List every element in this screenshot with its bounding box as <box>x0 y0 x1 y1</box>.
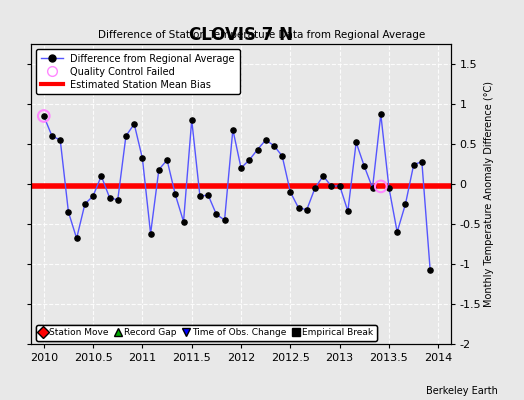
Point <box>122 133 130 139</box>
Y-axis label: Monthly Temperature Anomaly Difference (°C): Monthly Temperature Anomaly Difference (… <box>484 81 494 307</box>
Point <box>368 185 377 191</box>
Point <box>237 165 245 171</box>
Point <box>163 157 171 163</box>
Point <box>81 201 89 207</box>
Point <box>360 163 368 170</box>
Point <box>221 217 229 223</box>
Point <box>171 191 179 198</box>
Point <box>303 206 311 213</box>
Point <box>204 192 212 198</box>
Legend: Station Move, Record Gap, Time of Obs. Change, Empirical Break: Station Move, Record Gap, Time of Obs. C… <box>36 325 377 341</box>
Point <box>48 133 56 139</box>
Point <box>138 155 147 162</box>
Point <box>418 158 426 165</box>
Point <box>40 113 48 119</box>
Point <box>188 117 196 123</box>
Point <box>393 229 401 235</box>
Point <box>294 205 303 211</box>
Point <box>253 146 261 153</box>
Point <box>72 235 81 242</box>
Point <box>344 208 352 214</box>
Point <box>335 182 344 189</box>
Point <box>278 153 286 159</box>
Point <box>426 266 434 273</box>
Point <box>261 137 270 143</box>
Point <box>409 162 418 168</box>
Title: CLOVIS 7 N: CLOVIS 7 N <box>189 26 293 44</box>
Point <box>328 183 336 190</box>
Point <box>97 173 105 179</box>
Point <box>286 189 294 195</box>
Point <box>89 193 97 199</box>
Point <box>377 111 385 118</box>
Point <box>352 139 361 146</box>
Point <box>228 126 237 133</box>
Point <box>319 173 328 179</box>
Point <box>146 230 155 237</box>
Point <box>64 209 73 215</box>
Point <box>270 142 278 149</box>
Point <box>155 166 163 173</box>
Point <box>179 218 188 225</box>
Point <box>401 201 410 207</box>
Point <box>114 197 122 203</box>
Text: Berkeley Earth: Berkeley Earth <box>426 386 498 396</box>
Text: Difference of Station Temperature Data from Regional Average: Difference of Station Temperature Data f… <box>99 30 425 40</box>
Point <box>212 211 221 218</box>
Point <box>245 157 254 163</box>
Point <box>385 185 393 191</box>
Point <box>196 193 204 199</box>
Point <box>105 194 114 201</box>
Point <box>311 185 319 191</box>
Point <box>56 137 64 143</box>
Point <box>40 113 48 119</box>
Point <box>130 121 138 127</box>
Point <box>377 183 385 190</box>
